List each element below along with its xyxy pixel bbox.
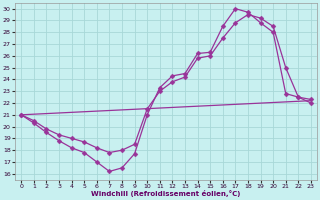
X-axis label: Windchill (Refroidissement éolien,°C): Windchill (Refroidissement éolien,°C): [92, 190, 241, 197]
